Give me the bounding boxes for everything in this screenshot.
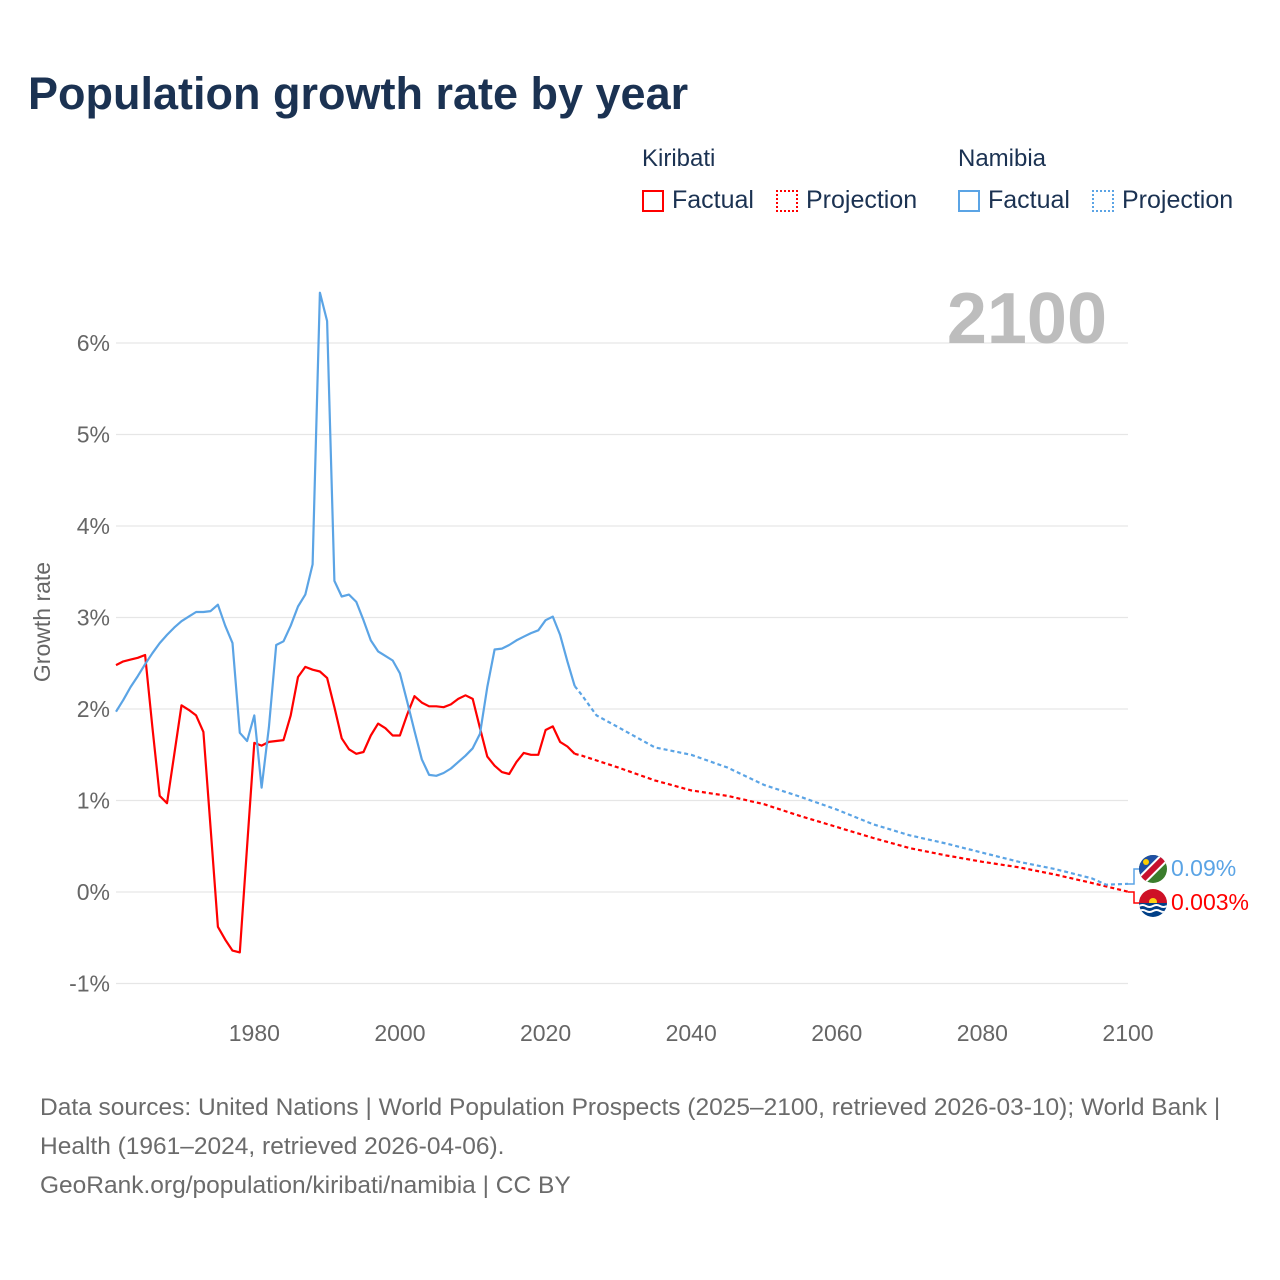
series-line-kiribati-projection bbox=[574, 752, 1129, 893]
legend-swatch-dotted bbox=[776, 189, 798, 212]
footer: Data sources: United Nations | World Pop… bbox=[40, 1088, 1240, 1205]
y-axis-label: Growth rate bbox=[29, 562, 55, 682]
y-tick-label: 2% bbox=[77, 696, 110, 722]
namibia-end-value: 0.09% bbox=[1171, 855, 1236, 881]
kiribati-end-value: 0.003% bbox=[1171, 889, 1249, 915]
credit-link[interactable]: GeoRank.org/population/kiribati/namibia … bbox=[40, 1172, 571, 1199]
legend-label: Factual bbox=[988, 186, 1070, 214]
y-tick-label: 6% bbox=[77, 330, 110, 356]
legend-swatch-solid bbox=[642, 189, 664, 212]
legend-swatch-dotted bbox=[1092, 189, 1114, 212]
y-tick-label: 5% bbox=[77, 422, 110, 448]
x-tick-label: 1980 bbox=[229, 1020, 280, 1046]
legend-group-namibia: Namibia bbox=[958, 145, 1047, 172]
y-tick-label: -1% bbox=[69, 971, 110, 997]
y-tick-label: 0% bbox=[77, 879, 110, 905]
chart-title: Population growth rate by year bbox=[28, 68, 689, 119]
data-sources: Data sources: United Nations | World Pop… bbox=[40, 1094, 1221, 1160]
kiribati-connector bbox=[1128, 891, 1140, 904]
x-tick-label: 2020 bbox=[520, 1020, 571, 1046]
kiribati-flag-icon bbox=[1139, 889, 1167, 917]
legend-group-kiribati: Kiribati bbox=[642, 145, 716, 172]
y-tick-label: 3% bbox=[77, 605, 110, 631]
series-line-namibia-projection bbox=[573, 685, 1129, 886]
series-line-namibia-factual bbox=[115, 291, 576, 789]
x-tick-label: 2000 bbox=[374, 1020, 425, 1046]
y-tick-label: 1% bbox=[77, 788, 110, 814]
legend-kiribati-projection[interactable]: Projection bbox=[776, 186, 917, 215]
legend-kiribati-factual[interactable]: Factual bbox=[642, 186, 754, 215]
namibia-flag-icon bbox=[1139, 855, 1167, 883]
x-tick-label: 2100 bbox=[1102, 1020, 1153, 1046]
series-line-kiribati-factual bbox=[115, 653, 576, 954]
legend-label: Projection bbox=[1122, 186, 1234, 214]
x-tick-label: 2060 bbox=[811, 1020, 862, 1046]
namibia-connector bbox=[1128, 868, 1140, 885]
legend-label: Factual bbox=[672, 186, 754, 214]
legend-swatch-solid bbox=[958, 189, 980, 212]
legend-namibia-projection[interactable]: Projection bbox=[1092, 186, 1233, 215]
y-tick-label: 4% bbox=[77, 513, 110, 539]
x-tick-label: 2080 bbox=[957, 1020, 1008, 1046]
legend-label: Projection bbox=[806, 186, 918, 214]
year-indicator: 2100 bbox=[947, 279, 1107, 359]
x-tick-label: 2040 bbox=[666, 1020, 717, 1046]
legend-namibia-factual[interactable]: Factual bbox=[958, 186, 1070, 215]
